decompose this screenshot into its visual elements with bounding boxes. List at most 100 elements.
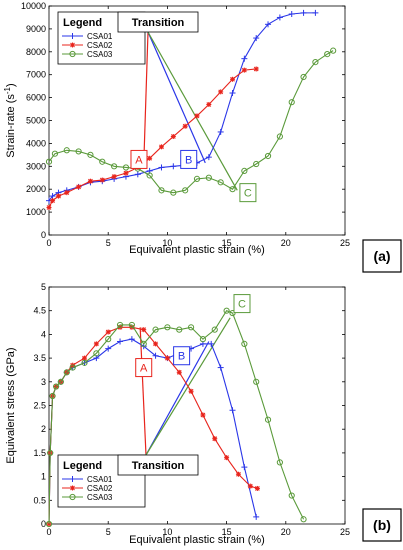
data-point [170,189,177,196]
data-point [288,99,295,106]
legend-entry: CSA02 [87,41,113,50]
data-point [312,59,319,66]
data-point [264,152,272,160]
y-tick-label: 0 [41,519,46,529]
data-point-d2 [247,483,253,489]
y-tick-label: 4.5 [33,306,46,316]
data-point-d2 [64,190,70,196]
legend-swatch-marker-d2 [70,42,75,48]
data-point [81,359,88,366]
data-point [193,175,201,182]
data-point [223,307,230,314]
x-tick-label: 20 [281,527,291,537]
x-tick-label: 0 [46,527,51,537]
data-point-d2 [218,89,224,95]
annotation-box [173,346,191,366]
data-point [217,179,224,186]
annotation-box [130,149,148,169]
data-point [75,148,82,155]
y-tick-label: 10000 [21,1,46,11]
data-point-d2 [200,412,206,418]
data-point [45,520,53,528]
data-point [116,321,124,329]
y-tick-label: 2 [41,424,46,434]
y-tick-label: 3000 [26,161,46,171]
annotation-box [180,149,198,169]
data-point [47,449,54,456]
data-point [241,167,248,174]
x-tick-label: 20 [281,238,291,248]
y-tick-label: 6000 [26,93,46,103]
annotation-box [239,183,257,203]
y-tick-label: 3.5 [33,353,46,363]
series-csa02 [46,66,259,211]
x-tick-label: 10 [162,527,172,537]
data-point [241,340,248,347]
legend-entry: CSA01 [87,475,113,484]
legend-title: Legend [63,17,102,29]
legend-entry: CSA01 [87,32,113,41]
y-tick-label: 1 [41,472,46,482]
annotation-box [233,294,251,314]
legend-swatch-marker [69,493,76,501]
y-tick-label: 5 [41,282,46,292]
data-point-d2 [82,355,87,361]
data-point-d2 [93,341,99,347]
annotation-label: B [185,154,192,166]
data-point [253,378,260,385]
data-point [300,73,307,81]
annotation-box [135,358,153,378]
legend-swatch-marker [69,50,76,58]
y-tick-label: 1000 [26,207,46,217]
data-point [253,160,260,168]
transition-label: Transition [132,460,185,472]
data-point [152,326,159,333]
x-axis-label: Equivalent plastic strain (%) [129,534,265,546]
data-point [93,350,100,357]
data-point [182,187,189,194]
data-point-d2 [99,177,105,183]
annotation-label: C [238,299,246,311]
series-line-csa03 [48,310,305,525]
data-point [63,369,70,376]
transition-line [147,31,206,164]
data-point [300,516,307,523]
data-point-d2 [176,369,182,375]
data-point [57,378,64,385]
panel-label-box [362,508,402,542]
series-csa03 [45,307,307,528]
x-tick-label: 15 [222,527,232,537]
data-point [176,326,183,333]
transition-line [145,341,210,456]
data-point [105,336,112,343]
data-point [276,133,283,140]
x-tick-label: 0 [46,238,51,248]
data-point-d2 [224,455,229,461]
data-point [324,50,331,58]
data-point-d2 [236,471,241,477]
y-tick-label: 4 [41,329,46,339]
transition-line [147,31,238,191]
transition-line [143,31,149,166]
data-point [330,47,337,54]
y-axis-label-end: ) [5,83,17,87]
data-point-d2 [147,155,153,161]
data-point-d2 [141,327,147,333]
annotation-label: A [135,154,143,166]
panel-label-box [362,239,402,273]
data-point [45,158,53,165]
y-tick-label: 7000 [26,70,46,80]
legend-entry: CSA03 [87,493,113,502]
y-axis-label: Equivalent stress (GPa) [5,347,17,463]
data-point [49,392,56,400]
data-point-d2 [241,67,247,73]
data-point [99,158,106,165]
transition-line [139,327,147,456]
data-point-d2 [212,436,218,442]
data-point [276,459,283,466]
x-axis-label: Equivalent plastic strain (%) [129,244,265,256]
x-tick-label: 5 [106,238,111,248]
data-point-d2 [56,193,61,199]
data-point [146,172,153,179]
x-tick-label: 15 [222,238,232,248]
